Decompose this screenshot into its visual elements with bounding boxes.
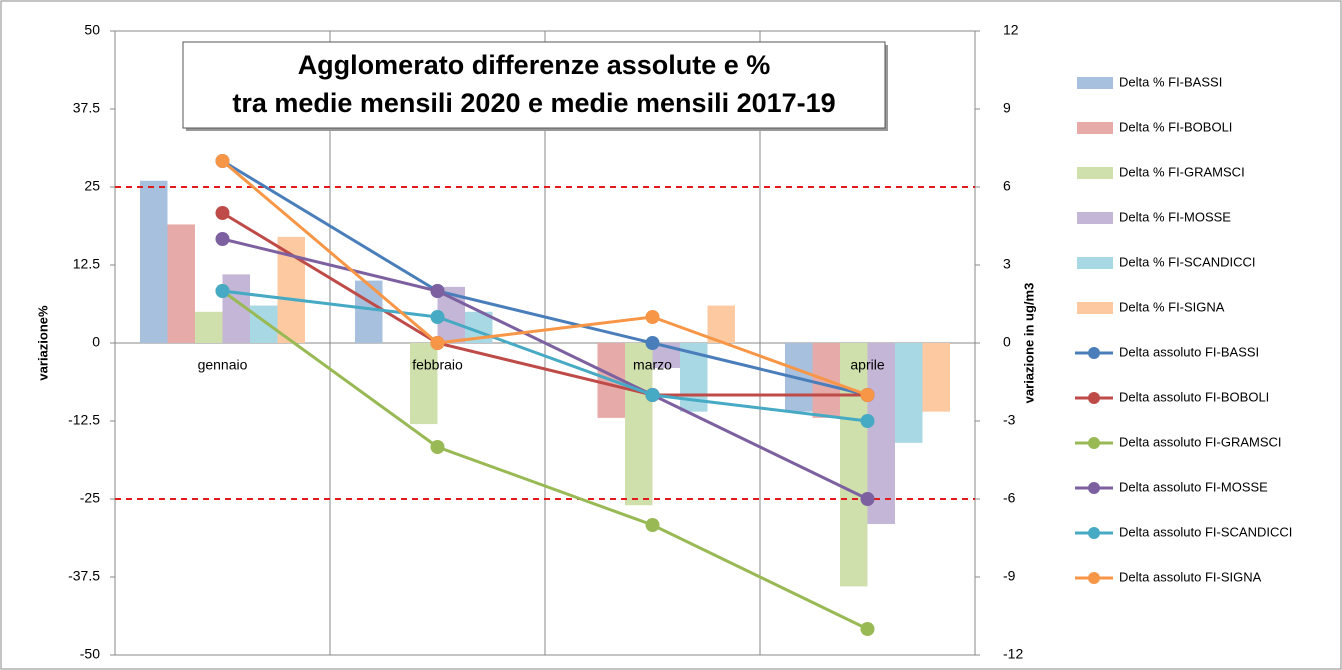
legend-swatch [1077,122,1113,134]
line [222,289,868,423]
y2-tick-label: -12 [1003,646,1023,662]
bar [250,305,278,343]
bar [195,311,223,343]
bar [167,224,195,343]
legend-label: Delta assoluto FI-BASSI [1119,344,1259,359]
line-marker [860,622,875,636]
y-tick-label: 25 [84,178,100,194]
y2-tick-label: 9 [1003,100,1011,116]
line-marker [645,310,660,324]
line [221,159,869,397]
bar [840,343,868,587]
y2-tick-label: 6 [1003,178,1011,194]
legend-label: Delta % FI-MOSSE [1119,209,1231,224]
bar [410,343,438,425]
legend-label: Delta % FI-BOBOLI [1119,119,1232,134]
line-marker [430,440,445,454]
line-marker [645,518,660,532]
y2-axis-label: variazione in ug/m3 [1021,283,1036,404]
y2-tick-label: 0 [1003,334,1011,350]
legend-label: Delta assoluto FI-SIGNA [1119,569,1262,584]
line-marker [430,284,445,298]
line-marker [215,284,230,298]
y-tick-label: -50 [80,646,100,662]
legend-marker [1088,437,1100,449]
y2-tick-label: -9 [1003,568,1016,584]
line-marker [860,492,875,506]
chart-title: Agglomerato differenze assolute e % [298,50,771,80]
x-tick-label: aprile [850,357,884,373]
legend-marker [1088,482,1100,494]
legend-label: Delta % FI-SCANDICCI [1119,254,1256,269]
x-tick-label: gennaio [198,357,248,373]
legend-marker [1088,392,1100,404]
y-tick-label: 37.5 [73,100,100,116]
title-box [182,41,886,129]
line-marker [860,414,875,428]
y-tick-label: -25 [80,490,100,506]
line [222,237,869,501]
bar [355,280,383,343]
legend-swatch [1077,302,1113,314]
legend-label: Delta assoluto FI-BOBOLI [1119,389,1269,404]
bar [895,343,923,443]
y-tick-label: 12.5 [73,256,100,272]
line-marker [215,206,230,220]
chart-title: tra medie mensili 2020 e medie mensili 2… [232,88,835,118]
legend-swatch [1077,257,1113,269]
line-marker [215,154,230,168]
legend-label: Delta % FI-GRAMSCI [1119,164,1245,179]
bar [922,343,950,412]
legend-label: Delta % FI-SIGNA [1119,299,1225,314]
legend-swatch [1077,167,1113,179]
legend-marker [1088,572,1100,584]
line-marker [430,310,445,324]
legend-marker [1088,347,1100,359]
y-tick-label: -37.5 [68,568,100,584]
line-marker [645,388,660,402]
legend-label: Delta assoluto FI-MOSSE [1119,479,1268,494]
bar [625,343,653,506]
legend-label: Delta % FI-BASSI [1119,74,1222,89]
y-tick-label: 50 [84,22,100,38]
y-axis-label: variazione% [35,305,50,381]
y-tick-label: 0 [92,334,100,350]
y2-tick-label: 12 [1003,22,1019,38]
y2-tick-label: -6 [1003,490,1016,506]
bar [140,180,168,343]
y2-tick-label: -3 [1003,412,1016,428]
legend-marker [1088,527,1100,539]
line [221,289,869,631]
line-marker [215,232,230,246]
line [221,159,868,397]
legend-label: Delta assoluto FI-SCANDICCI [1119,524,1292,539]
y2-tick-label: 3 [1003,256,1011,272]
x-tick-label: febbraio [412,357,463,373]
legend-label: Delta assoluto FI-GRAMSCI [1119,434,1282,449]
legend-swatch [1077,77,1113,89]
y-tick-label: -12.5 [68,412,100,428]
line-marker [860,388,875,402]
legend-swatch [1077,212,1113,224]
line [221,211,868,397]
line-marker [430,336,445,350]
x-tick-label: marzo [633,357,672,373]
line-marker [645,336,660,350]
bar [707,305,735,343]
